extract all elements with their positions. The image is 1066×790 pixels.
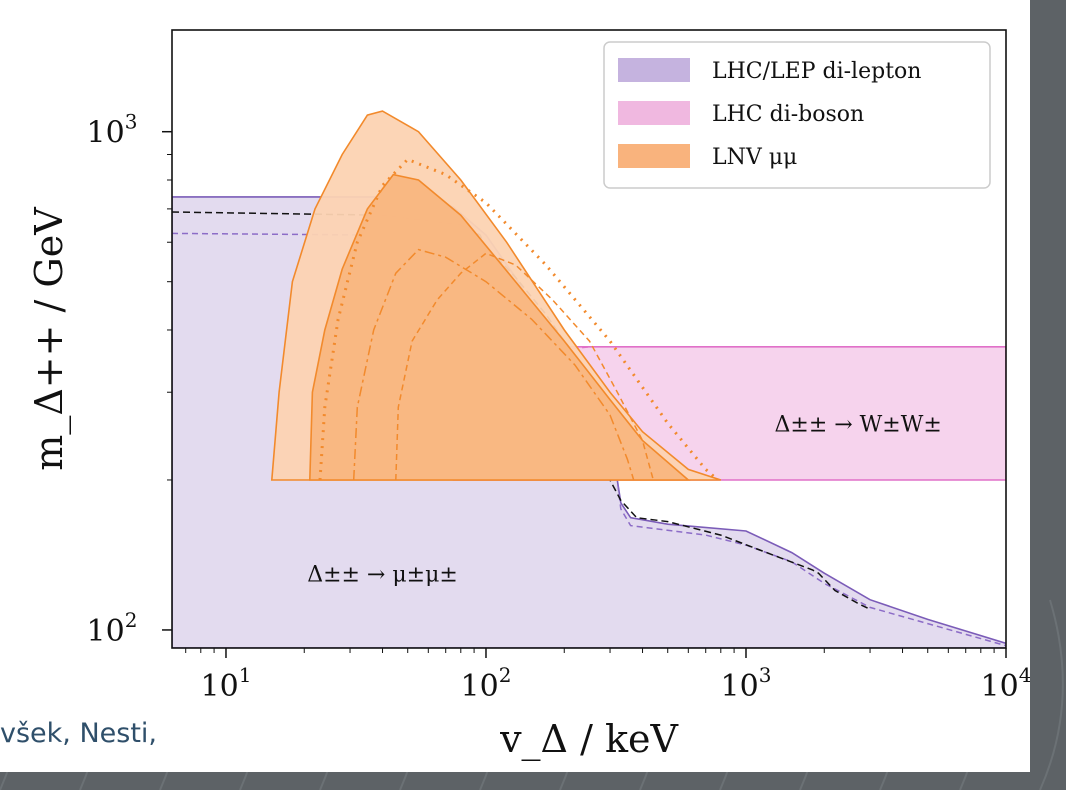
y-axis-label: m_Δ++ / GeV — [27, 207, 72, 471]
legend-label: LHC di-boson — [712, 102, 864, 127]
annotation-label: Δ±± → W±W± — [775, 413, 942, 438]
axis-labels: v_Δ / keV m_Δ++ / GeV — [27, 207, 678, 762]
x-tick-exponent: 3 — [759, 663, 772, 687]
axis-ticks: 101 102 103 104 102 103 — [87, 110, 1030, 704]
legend-label: LHC/LEP di-lepton — [712, 59, 921, 84]
slide-caption: všek, Nesti, — [0, 718, 158, 749]
series-layer — [172, 110, 1006, 648]
x-tick-label: 103 — [721, 663, 772, 704]
background-streak — [1039, 599, 1064, 790]
x-tick-label: 104 — [981, 663, 1030, 704]
y-tick-exponent: 3 — [125, 110, 138, 134]
y-tick-label: 102 — [87, 608, 138, 649]
x-axis-label: v_Δ / keV — [499, 717, 678, 762]
y-tick-label: 103 — [87, 110, 138, 151]
legend-swatch — [618, 101, 690, 125]
annotations: Δ±± → W±W± Δ±± → μ±μ± — [307, 413, 942, 588]
annotation-label: Δ±± → μ±μ± — [307, 563, 458, 588]
y-tick-exponent: 2 — [125, 608, 138, 632]
legend-box — [603, 41, 991, 189]
plot-frame — [171, 29, 1007, 649]
x-tick-exponent: 4 — [1019, 663, 1030, 687]
x-tick-exponent: 2 — [499, 663, 512, 687]
x-tick-label: 101 — [201, 663, 252, 704]
series-line-lnv-dotted — [318, 157, 719, 482]
x-tick-label: 102 — [461, 663, 512, 704]
series-area-lnv-inner — [308, 173, 691, 481]
legend-swatch — [618, 58, 690, 82]
legend-label: LNV μμ — [712, 145, 797, 170]
series-line-lnv-inner-dashed — [395, 252, 655, 481]
legend: LHC/LEP di-lepton LHC di-boson LNV μμ — [603, 41, 991, 189]
legend-swatch — [618, 144, 690, 168]
x-tick-exponent: 1 — [239, 663, 252, 687]
